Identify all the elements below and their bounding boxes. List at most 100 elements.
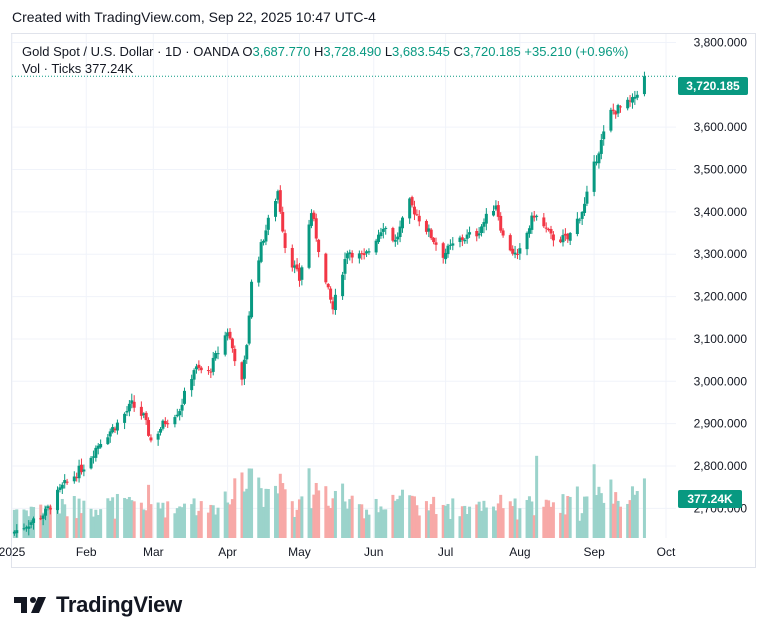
volume-bar bbox=[326, 505, 330, 538]
candle-body bbox=[480, 226, 484, 234]
candle-body bbox=[410, 197, 414, 206]
volume-bar bbox=[511, 506, 515, 538]
candle-body bbox=[609, 109, 613, 131]
candle-body bbox=[396, 236, 400, 240]
candle-body bbox=[228, 331, 232, 339]
volume-bar bbox=[475, 504, 479, 538]
x-tick-label: Jul bbox=[438, 545, 453, 559]
volume-bar bbox=[583, 496, 587, 538]
volume-bar bbox=[341, 483, 345, 538]
volume-bar bbox=[415, 505, 419, 538]
candle-body bbox=[626, 99, 630, 109]
volume-bar bbox=[343, 501, 347, 538]
volume-bar bbox=[381, 509, 385, 538]
candle-body bbox=[393, 239, 397, 242]
y-tick-label: 3,600.000 bbox=[694, 120, 748, 134]
candle-body bbox=[211, 357, 215, 372]
volume-bar bbox=[635, 491, 639, 538]
volume-bar bbox=[412, 496, 416, 538]
volume-bar bbox=[518, 508, 522, 538]
candle-body bbox=[549, 229, 553, 234]
candle-body bbox=[527, 228, 531, 234]
volume-bar bbox=[39, 504, 43, 538]
candle-body bbox=[602, 131, 606, 140]
y-tick-label: 3,400.000 bbox=[694, 205, 748, 219]
y-tick-label: 3,800.000 bbox=[694, 35, 748, 49]
candle-body bbox=[307, 224, 311, 268]
volume-label: Vol · Ticks bbox=[22, 61, 82, 76]
candle-body bbox=[223, 335, 227, 355]
price-candles bbox=[12, 71, 646, 538]
candle-body bbox=[22, 528, 26, 530]
volume-bar bbox=[65, 516, 69, 538]
ohlc-legend: Gold Spot / U.S. Dollar · 1D · OANDA O3,… bbox=[22, 42, 628, 61]
candle-body bbox=[247, 315, 251, 344]
candle-body bbox=[226, 332, 230, 337]
volume-bar bbox=[130, 500, 134, 538]
volume-bar bbox=[408, 495, 412, 538]
y-tick-label: 3,300.000 bbox=[694, 247, 748, 261]
candle-body bbox=[199, 367, 203, 371]
tradingview-logo[interactable]: TradingView bbox=[14, 592, 182, 618]
volume-bar bbox=[194, 515, 198, 538]
volume-bar bbox=[611, 503, 615, 538]
low-label: L bbox=[384, 44, 393, 59]
volume-bar bbox=[127, 496, 131, 538]
volume-bar bbox=[642, 478, 646, 538]
volume-bar bbox=[614, 492, 618, 538]
volume-bar bbox=[262, 506, 266, 538]
volume-bar bbox=[482, 500, 486, 538]
candle-body bbox=[127, 403, 131, 412]
candle-body bbox=[72, 476, 76, 482]
volume-bar bbox=[247, 468, 251, 538]
volume-bar bbox=[580, 513, 584, 538]
candle-body bbox=[348, 252, 352, 255]
candle-body bbox=[142, 413, 146, 416]
volume-bar bbox=[599, 493, 603, 538]
volume-bar bbox=[259, 488, 263, 538]
open-value: 3,687.770 bbox=[252, 44, 311, 59]
candle-body bbox=[333, 294, 337, 311]
candle-body bbox=[494, 205, 498, 210]
candle-body bbox=[91, 456, 95, 458]
candle-body bbox=[412, 206, 416, 215]
volume-bar bbox=[377, 512, 381, 538]
volume-bar bbox=[108, 500, 112, 538]
x-tick-label: Feb bbox=[76, 545, 97, 559]
volume-bar bbox=[575, 486, 579, 538]
volume-bar bbox=[149, 504, 153, 538]
volume-bar bbox=[362, 518, 366, 538]
volume-bar bbox=[41, 512, 45, 538]
candle-body bbox=[192, 370, 196, 380]
candle-body bbox=[468, 232, 472, 235]
volume-bar bbox=[595, 495, 599, 538]
volume-bar bbox=[96, 515, 100, 538]
candle-body bbox=[77, 465, 81, 479]
candle-body bbox=[398, 226, 402, 238]
volume-bar bbox=[444, 505, 448, 538]
tradingview-logo-icon bbox=[14, 597, 46, 613]
volume-bar bbox=[264, 488, 268, 538]
volume-bar bbox=[477, 501, 481, 538]
candle-body bbox=[575, 218, 579, 235]
candle-body bbox=[501, 230, 505, 236]
volume-bar bbox=[106, 498, 110, 538]
volume-bar bbox=[345, 508, 349, 538]
volume-bar bbox=[46, 509, 50, 538]
change-value: +35.210 (+0.96%) bbox=[524, 44, 629, 59]
candle-body bbox=[635, 94, 639, 98]
volume-bar bbox=[630, 486, 634, 538]
candle-body bbox=[642, 76, 646, 95]
candle-body bbox=[614, 111, 618, 115]
volume-bar bbox=[250, 468, 254, 538]
candle-body bbox=[108, 431, 112, 437]
volume-bar bbox=[448, 518, 452, 538]
close-label: C bbox=[453, 44, 463, 59]
candle-body bbox=[559, 239, 563, 243]
candle-body bbox=[149, 437, 153, 441]
volume-bar bbox=[508, 501, 512, 538]
volume-bar bbox=[566, 495, 570, 538]
volume-bar bbox=[147, 484, 151, 538]
candle-body bbox=[477, 233, 481, 236]
